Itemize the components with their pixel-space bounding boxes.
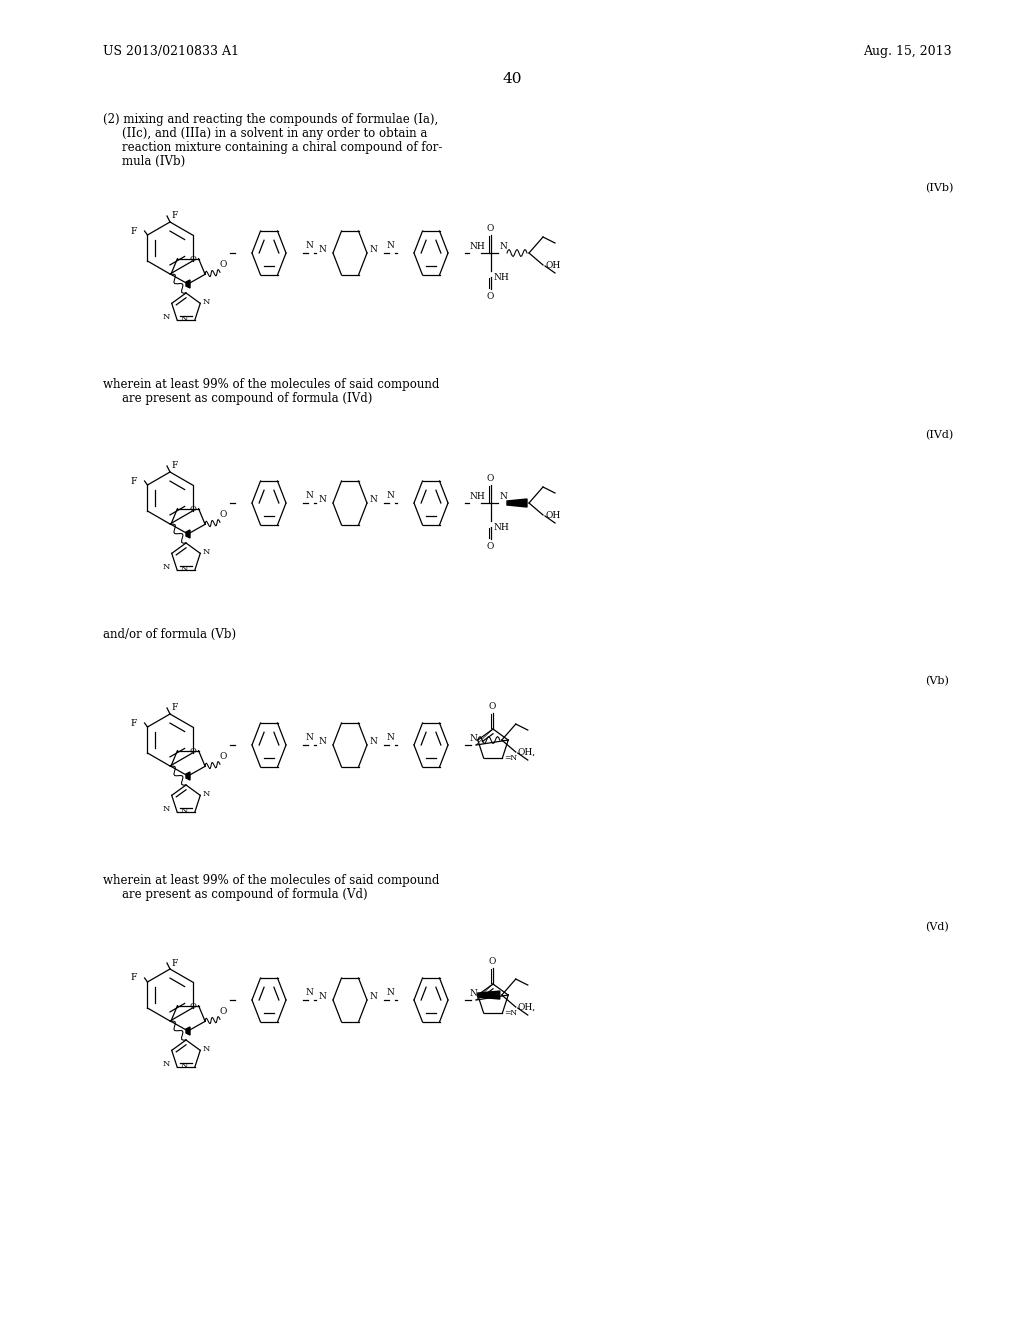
Text: NH: NH [470,242,485,251]
Text: (Vd): (Vd) [925,921,949,932]
Text: N: N [370,246,378,253]
Text: O: O [219,1007,226,1016]
Text: O: O [488,702,496,711]
Text: N: N [318,246,326,253]
Text: N: N [203,1045,210,1053]
Text: (IIc), and (IIIa) in a solvent in any order to obtain a: (IIc), and (IIIa) in a solvent in any or… [122,127,427,140]
Text: (2) mixing and reacting the compounds of formulae (Ia),: (2) mixing and reacting the compounds of… [103,114,438,125]
Text: N: N [203,548,210,556]
Text: F: F [130,974,136,982]
Text: F: F [171,958,177,968]
Polygon shape [186,1027,190,1035]
Text: F: F [130,718,136,727]
Text: N: N [203,298,210,306]
Text: O: O [190,1002,197,1010]
Text: O: O [190,255,197,263]
Text: N: N [180,315,187,323]
Text: N: N [180,565,187,573]
Text: N: N [318,495,326,504]
Text: N: N [370,993,378,1001]
Polygon shape [478,991,500,999]
Text: O: O [486,224,494,234]
Text: OH: OH [545,260,560,269]
Text: F: F [130,477,136,486]
Text: N: N [386,733,394,742]
Text: are present as compound of formula (Vd): are present as compound of formula (Vd) [122,888,368,902]
Text: N: N [305,242,313,249]
Text: O: O [190,747,197,755]
Text: wherein at least 99% of the molecules of said compound: wherein at least 99% of the molecules of… [103,378,439,391]
Text: N: N [305,733,313,742]
Text: are present as compound of formula (IVd): are present as compound of formula (IVd) [122,392,373,405]
Text: N: N [469,734,477,743]
Text: N: N [180,1063,187,1071]
Text: N: N [163,564,170,572]
Text: NH: NH [493,273,509,282]
Text: N: N [163,313,170,321]
Text: F: F [171,704,177,713]
Text: N: N [318,993,326,1001]
Text: =N: =N [505,754,517,762]
Text: (Vb): (Vb) [925,676,949,686]
Text: F: F [171,462,177,470]
Polygon shape [186,531,190,539]
Text: OH: OH [545,511,560,520]
Text: N: N [305,491,313,500]
Text: O: O [486,543,494,550]
Polygon shape [186,772,190,780]
Text: N: N [370,495,378,504]
Text: F: F [171,211,177,220]
Text: N: N [386,242,394,249]
Text: O: O [219,511,226,519]
Text: Aug. 15, 2013: Aug. 15, 2013 [863,45,952,58]
Text: N: N [370,737,378,746]
Text: O: O [488,957,496,966]
Text: NH: NH [470,492,485,502]
Text: wherein at least 99% of the molecules of said compound: wherein at least 99% of the molecules of… [103,874,439,887]
Text: O: O [219,260,226,269]
Text: N: N [386,987,394,997]
Text: 40: 40 [502,73,522,86]
Text: O: O [486,292,494,301]
Polygon shape [186,280,190,288]
Text: reaction mixture containing a chiral compound of for-: reaction mixture containing a chiral com… [122,141,442,154]
Text: N: N [386,491,394,500]
Text: mula (IVb): mula (IVb) [122,154,185,168]
Text: O: O [219,752,226,762]
Polygon shape [507,499,527,507]
Text: O: O [190,504,197,512]
Text: N: N [499,242,507,251]
Text: US 2013/0210833 A1: US 2013/0210833 A1 [103,45,239,58]
Text: O: O [486,474,494,483]
Text: N: N [163,805,170,813]
Text: N: N [180,807,187,816]
Text: (IVb): (IVb) [925,183,953,193]
Text: N: N [318,737,326,746]
Text: N: N [499,492,507,502]
Text: N: N [305,987,313,997]
Text: NH: NH [493,523,509,532]
Text: OH,: OH, [518,747,536,756]
Text: and/or of formula (Vb): and/or of formula (Vb) [103,628,237,642]
Text: (IVd): (IVd) [925,430,953,441]
Text: N: N [203,791,210,799]
Text: N: N [163,1060,170,1068]
Text: OH,: OH, [518,1003,536,1011]
Text: =N: =N [505,1008,517,1016]
Text: N: N [469,989,477,998]
Text: F: F [130,227,136,235]
